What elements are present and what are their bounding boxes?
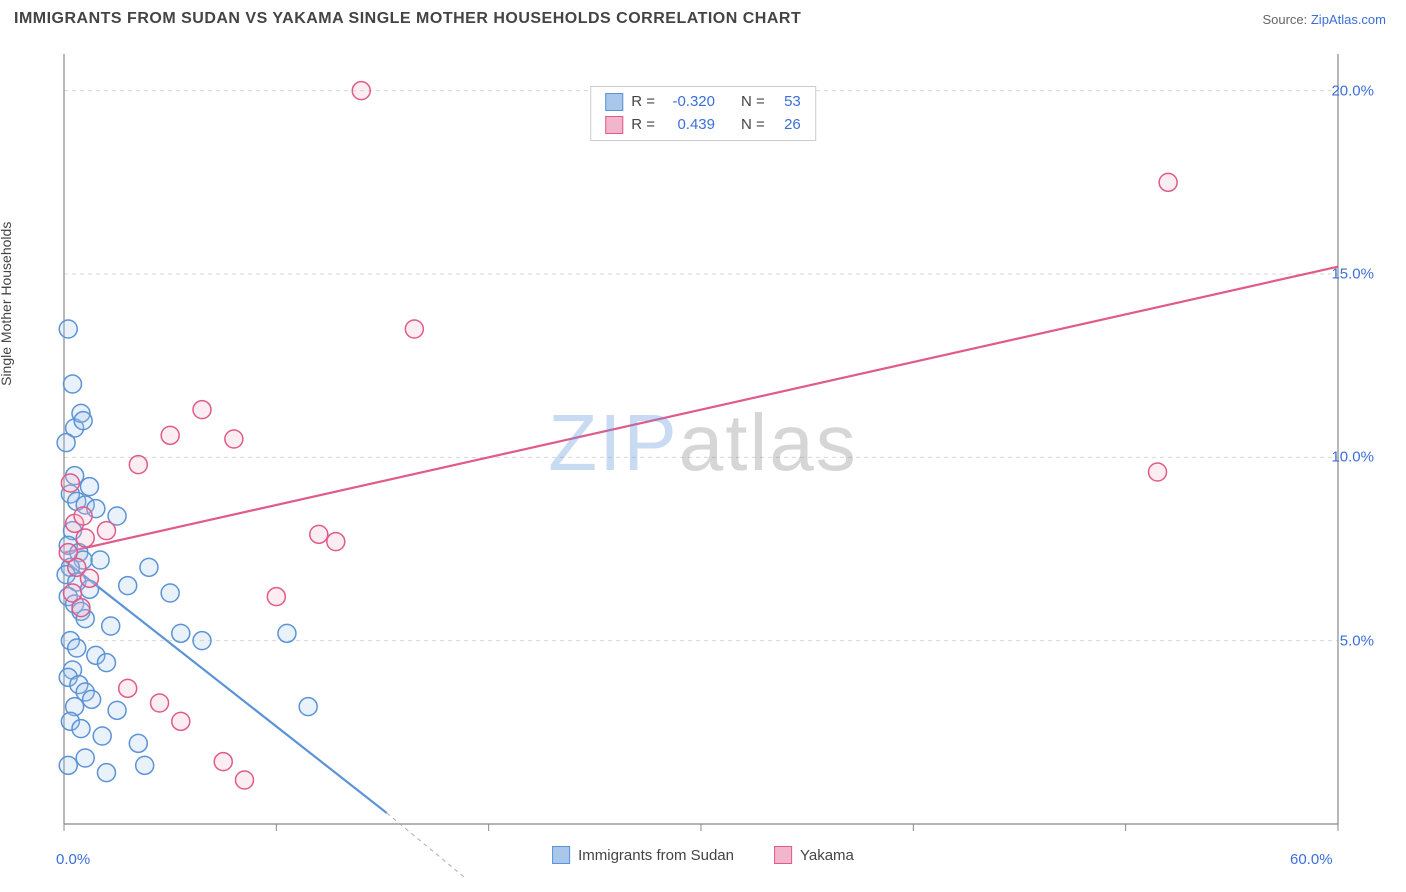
source-prefix: Source: — [1262, 12, 1310, 27]
n-label: N = — [741, 114, 765, 137]
x-tick-label: 60.0% — [1290, 851, 1333, 868]
legend-label-sudan: Immigrants from Sudan — [578, 847, 734, 864]
legend-item-sudan: Immigrants from Sudan — [552, 846, 734, 864]
chart-header: IMMIGRANTS FROM SUDAN VS YAKAMA SINGLE M… — [0, 0, 1406, 34]
y-tick-label: 5.0% — [1340, 632, 1374, 649]
y-tick-label: 15.0% — [1331, 266, 1374, 283]
source-link[interactable]: ZipAtlas.com — [1311, 12, 1386, 27]
chart-container: Single Mother Households ZIPatlas R = -0… — [14, 42, 1392, 878]
bottom-legend: Immigrants from Sudan Yakama — [552, 846, 854, 864]
legend-label-yakama: Yakama — [800, 847, 854, 864]
r-label: R = — [631, 91, 655, 114]
n-label: N = — [741, 91, 765, 114]
stats-row-sudan: R = -0.320 N = 53 — [605, 91, 801, 114]
swatch-sudan — [605, 93, 623, 111]
r-label: R = — [631, 114, 655, 137]
legend-item-yakama: Yakama — [774, 846, 854, 864]
chart-title: IMMIGRANTS FROM SUDAN VS YAKAMA SINGLE M… — [14, 10, 801, 28]
y-tick-label: 20.0% — [1331, 82, 1374, 99]
y-tick-label: 10.0% — [1331, 449, 1374, 466]
n-value-yakama: 26 — [773, 114, 801, 137]
swatch-yakama — [774, 846, 792, 864]
n-value-sudan: 53 — [773, 91, 801, 114]
r-value-yakama: 0.439 — [663, 114, 715, 137]
scatter-chart — [14, 42, 1392, 878]
swatch-sudan — [552, 846, 570, 864]
r-value-sudan: -0.320 — [663, 91, 715, 114]
stats-legend: R = -0.320 N = 53 R = 0.439 N = 26 — [590, 86, 816, 141]
x-tick-label: 0.0% — [56, 851, 90, 868]
y-axis-label: Single Mother Households — [0, 222, 14, 386]
stats-row-yakama: R = 0.439 N = 26 — [605, 114, 801, 137]
swatch-yakama — [605, 116, 623, 134]
source-attribution: Source: ZipAtlas.com — [1262, 12, 1386, 27]
